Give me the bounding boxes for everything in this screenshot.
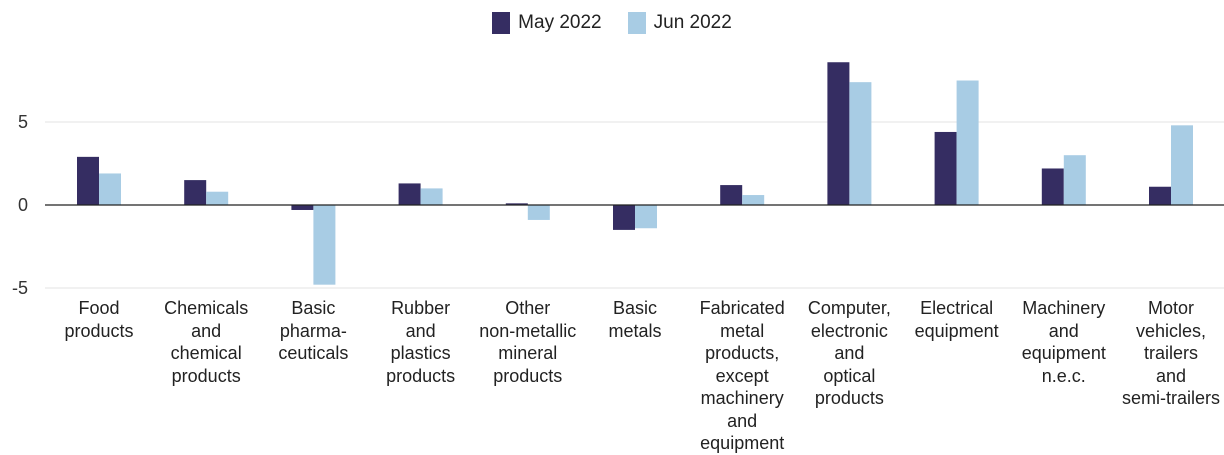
- x-tick-label: Other non-metallic mineral products: [479, 298, 577, 386]
- legend-swatch-series-2: [627, 12, 646, 34]
- x-tick-label: Motor vehicles, trailers and semi-trailers: [1121, 298, 1220, 408]
- y-tick-label: 0: [18, 195, 28, 215]
- bar-series-2: [849, 82, 872, 205]
- x-tick-label: Food products: [64, 298, 134, 341]
- legend-swatch-series-1: [492, 12, 511, 34]
- x-tick-label: Chemicals and chemical products: [164, 298, 249, 386]
- x-tick-label: Fabricated metal products, except machinery a…: [699, 298, 785, 453]
- x-tick-label: Machinery and equipment n.e.c.: [1021, 298, 1106, 386]
- bar-series-1: [184, 180, 207, 205]
- bar-series-1: [505, 203, 528, 205]
- chart-legend: May 2022 Jun 2022: [0, 12, 1224, 34]
- x-tick-label: Basic pharma-ceuticals: [278, 298, 349, 363]
- bar-series-1: [1149, 186, 1171, 205]
- x-tick-label: Computer, electronic and optical products: [807, 298, 891, 408]
- bar-series-2: [527, 205, 550, 220]
- bar-series-2: [313, 205, 336, 285]
- bar-series-2: [956, 80, 979, 205]
- bar-series-2: [1063, 155, 1086, 205]
- y-tick-label: -5: [12, 278, 28, 298]
- bar-series-2: [635, 205, 657, 229]
- bar-series-2: [420, 188, 443, 205]
- bar-series-1: [1041, 168, 1064, 205]
- bar-series-1: [77, 156, 99, 205]
- bar-series-1: [720, 185, 743, 205]
- legend-label-series-2: Jun 2022: [653, 12, 732, 33]
- x-tick-label: Basic metals: [608, 298, 662, 341]
- bar-series-1: [398, 183, 421, 205]
- legend-label-series-1: May 2022: [518, 12, 602, 33]
- y-tick-label: 5: [18, 112, 28, 132]
- x-tick-label: Rubber and plastics products: [386, 298, 456, 386]
- bar-series-2: [206, 191, 229, 205]
- bar-series-1: [827, 62, 850, 205]
- legend-item-series-2: Jun 2022: [627, 12, 732, 34]
- bar-series-2: [99, 173, 121, 205]
- bar-series-1: [613, 205, 635, 230]
- bar-series-1: [934, 131, 957, 205]
- bar-series-1: [291, 205, 314, 210]
- legend-item-series-1: May 2022: [492, 12, 602, 34]
- bar-series-2: [1171, 125, 1193, 205]
- bar-series-2: [742, 195, 765, 205]
- x-tick-label: Electrical equipment: [914, 298, 999, 341]
